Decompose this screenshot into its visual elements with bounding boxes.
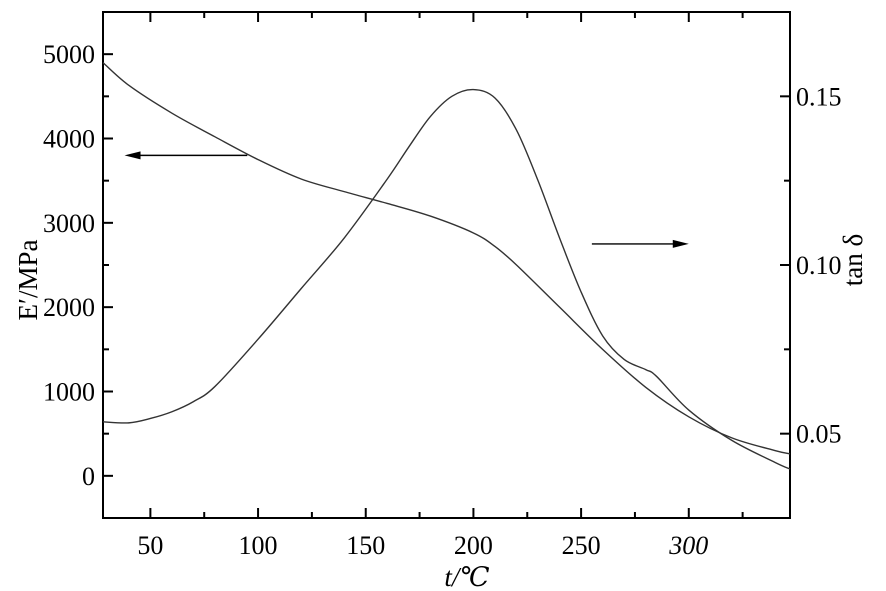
x-tick-label: 250 <box>562 531 601 560</box>
plot-frame <box>102 11 791 519</box>
y-right-axis-title: tan δ <box>838 234 868 286</box>
y-left-tick-label: 3000 <box>43 209 95 238</box>
arrow-head <box>124 151 141 160</box>
plot-border <box>102 11 791 519</box>
x-tick-label: 200 <box>454 531 493 560</box>
series-line-storage-modulus <box>102 62 791 455</box>
y-left-tick-label: 2000 <box>43 293 95 322</box>
y-left-axis-title: E′/MPa <box>13 240 43 321</box>
y-left-tick-label: 0 <box>82 462 95 491</box>
y-left-axis: 0 1000 2000 3000 4000 5000 <box>43 40 113 491</box>
y-right-axis: 0.05 0.10 0.15 <box>780 82 842 449</box>
y-left-tick-label: 4000 <box>43 125 95 154</box>
series-line-tan-delta <box>102 88 791 470</box>
series-group <box>102 62 791 470</box>
x-axis: 50 100 150 200 250 300 <box>137 12 744 560</box>
x-tick-label: 100 <box>239 531 278 560</box>
y-right-tick-label: 0.15 <box>796 82 842 111</box>
x-tick-label: 300 <box>668 531 708 560</box>
x-axis-title: t/℃ <box>444 562 489 591</box>
arrow-head <box>672 239 689 248</box>
y-right-tick-label: 0.10 <box>796 251 842 280</box>
y-left-tick-label: 5000 <box>43 40 95 69</box>
x-tick-label: 150 <box>346 531 385 560</box>
x-tick-label: 50 <box>137 531 163 560</box>
arrow-group <box>124 151 689 248</box>
y-left-tick-label: 1000 <box>43 378 95 407</box>
y-right-tick-label: 0.05 <box>796 420 842 449</box>
